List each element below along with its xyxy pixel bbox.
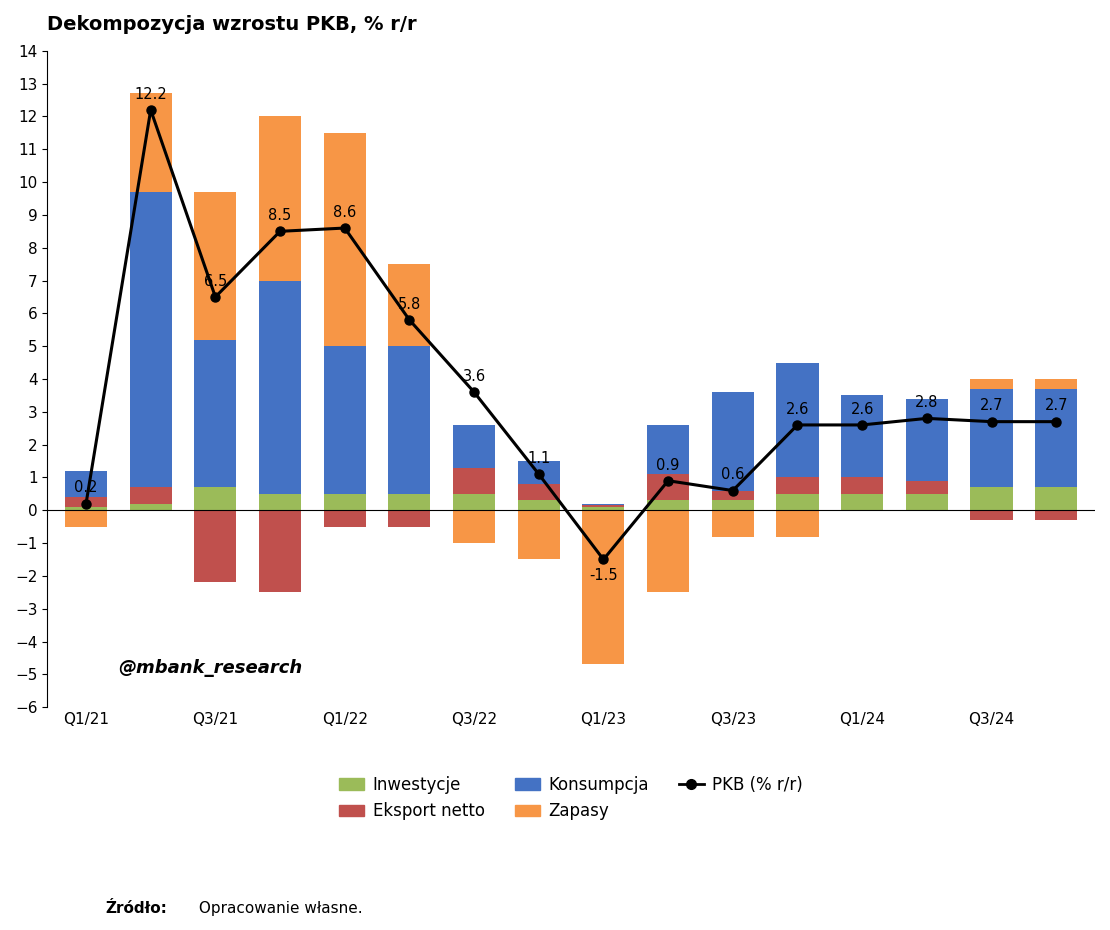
Bar (130, 94, 172, 192)
Bar (906, 399, 948, 481)
Bar (583, 507, 625, 511)
Text: 8.5: 8.5 (269, 208, 292, 223)
Text: Opracowanie własne.: Opracowanie własne. (194, 901, 363, 916)
Bar (841, 395, 884, 477)
Bar (777, 477, 818, 494)
Bar (388, 346, 431, 494)
Text: 2.7: 2.7 (980, 398, 1003, 414)
Bar (1036, 379, 1077, 389)
Bar (712, 511, 754, 537)
Text: 6.5: 6.5 (204, 273, 228, 288)
Bar (647, 474, 689, 500)
Bar (194, 192, 236, 339)
Bar (841, 477, 884, 494)
Text: @mbank_research: @mbank_research (119, 658, 303, 677)
Bar (194, 511, 236, 582)
Text: Źródło:: Źródło: (105, 901, 168, 916)
Bar (517, 511, 559, 560)
Bar (324, 133, 366, 346)
Bar (388, 511, 431, 526)
Text: 2.6: 2.6 (850, 402, 874, 417)
Text: 3.6: 3.6 (463, 369, 486, 384)
Text: 0.6: 0.6 (722, 468, 745, 483)
Bar (259, 511, 301, 592)
Bar (324, 511, 366, 526)
Bar (130, 487, 172, 504)
Bar (712, 490, 754, 500)
Bar (647, 425, 689, 474)
Bar (65, 511, 107, 526)
Bar (777, 494, 818, 511)
Text: -1.5: -1.5 (589, 567, 618, 583)
Bar (259, 116, 301, 281)
Text: Dekompozycja wzrostu PKB, % r/r: Dekompozycja wzrostu PKB, % r/r (48, 15, 417, 34)
Bar (841, 494, 884, 511)
Bar (647, 511, 689, 592)
Text: 8.6: 8.6 (333, 205, 356, 219)
Bar (583, 511, 625, 665)
Bar (712, 500, 754, 511)
Bar (906, 494, 948, 511)
Bar (970, 487, 1012, 511)
Bar (453, 425, 495, 468)
Legend: Inwestycje, Eksport netto, Konsumpcja, Zapasy, PKB (% r/r): Inwestycje, Eksport netto, Konsumpcja, Z… (340, 776, 803, 820)
Bar (130, 504, 172, 511)
Text: 5.8: 5.8 (397, 297, 421, 312)
Bar (65, 498, 107, 507)
Bar (194, 339, 236, 487)
Bar (1036, 487, 1077, 511)
Text: 0.9: 0.9 (656, 458, 679, 472)
Bar (517, 484, 559, 500)
Bar (388, 494, 431, 511)
Bar (259, 281, 301, 494)
Bar (777, 363, 818, 477)
Bar (777, 511, 818, 537)
Bar (712, 392, 754, 490)
Text: 2.8: 2.8 (915, 395, 939, 410)
Bar (583, 505, 625, 507)
Bar (1036, 389, 1077, 487)
Bar (65, 471, 107, 498)
Bar (906, 481, 948, 494)
Text: 2.6: 2.6 (786, 402, 809, 417)
Bar (1036, 511, 1077, 520)
Bar (970, 379, 1012, 389)
Bar (517, 500, 559, 511)
Bar (259, 494, 301, 511)
Bar (194, 487, 236, 511)
Text: 0.2: 0.2 (74, 481, 98, 496)
Bar (388, 264, 431, 346)
Text: 12.2: 12.2 (134, 86, 168, 101)
Bar (65, 507, 107, 511)
Bar (583, 504, 625, 505)
Bar (324, 494, 366, 511)
Bar (453, 511, 495, 543)
Bar (517, 461, 559, 484)
Bar (324, 346, 366, 494)
Bar (970, 511, 1012, 520)
Bar (453, 494, 495, 511)
Text: 1.1: 1.1 (527, 451, 551, 466)
Bar (970, 389, 1012, 487)
Text: 2.7: 2.7 (1045, 398, 1068, 414)
Bar (130, 192, 172, 487)
Bar (453, 468, 495, 494)
Bar (647, 500, 689, 511)
